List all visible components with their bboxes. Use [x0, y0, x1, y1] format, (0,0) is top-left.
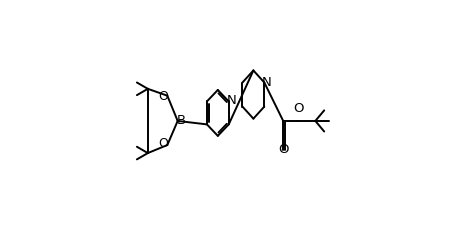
- Text: O: O: [293, 102, 303, 115]
- Text: O: O: [159, 137, 168, 150]
- Text: N: N: [227, 94, 237, 107]
- Text: O: O: [159, 90, 168, 103]
- Text: O: O: [278, 143, 288, 156]
- Text: N: N: [262, 75, 271, 89]
- Text: B: B: [177, 114, 186, 127]
